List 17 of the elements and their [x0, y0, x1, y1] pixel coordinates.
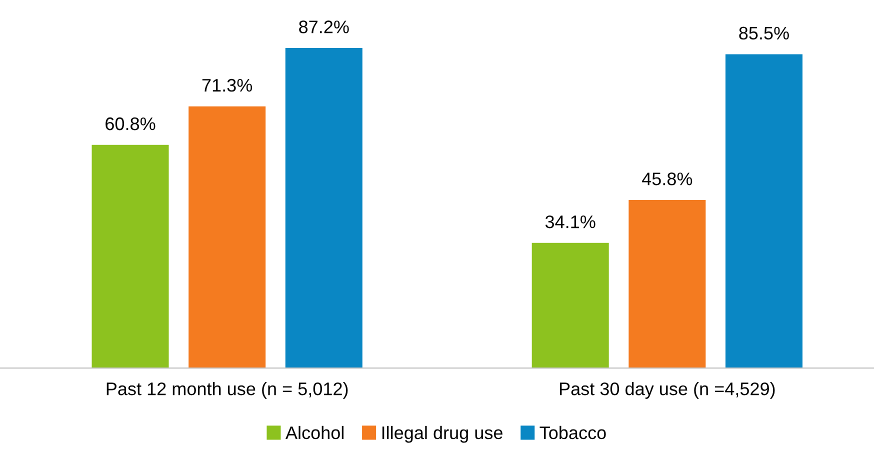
x-tick-label: Past 30 day use (n =4,529) — [560, 382, 775, 399]
data-label: 87.2% — [299, 20, 349, 34]
bar — [188, 106, 266, 368]
data-label: 60.8% — [106, 117, 156, 130]
bar — [725, 54, 802, 368]
bar — [92, 144, 169, 368]
data-label: 71.3% — [202, 78, 252, 92]
bar — [532, 242, 609, 368]
data-label: 45.8% — [642, 172, 692, 186]
x-tick-label: Past 12 month use (n = 5,012) — [106, 382, 348, 399]
legend-label: Illegal drug use — [382, 426, 502, 443]
bar — [628, 200, 706, 368]
data-label: 34.1% — [545, 215, 596, 228]
bar — [285, 48, 362, 368]
data-label: 85.5% — [739, 26, 789, 40]
legend-label: Alcohol — [286, 426, 344, 440]
legend-label: Tobacco — [540, 426, 606, 440]
